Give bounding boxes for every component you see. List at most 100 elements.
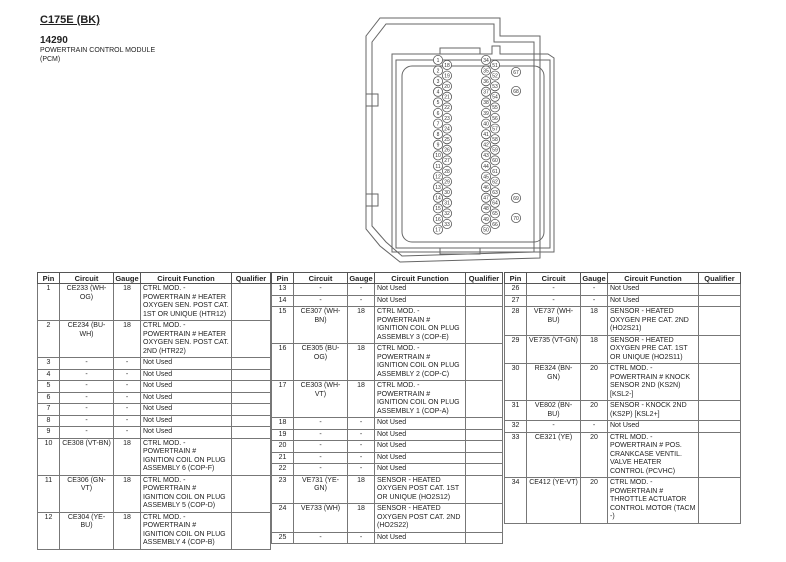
cell-circuit: CE304 (YE-BU) (59, 511, 114, 550)
cell-gauge: 18 (113, 511, 141, 550)
cell-circuit: CE412 (YE-VT) (526, 477, 581, 524)
cell-pin: 30 (504, 363, 527, 401)
pin-number: 39 (483, 111, 489, 117)
table-row: 26- - Not Used (504, 283, 741, 296)
cell-pin: 33 (504, 431, 527, 478)
pin-number: 2 (437, 68, 440, 74)
connector-face-diagram: 1819202122232425262728293031323312345678… (365, 17, 555, 263)
cell-qualifier (231, 414, 271, 427)
cell-pin: 21 (271, 451, 294, 464)
cell-gauge: - (113, 414, 141, 427)
cell-function: CTRL MOD. - POWERTRAIN # IGNITION COIL O… (374, 380, 466, 418)
pin-number: 62 (492, 179, 498, 185)
pin-number: 70 (513, 216, 519, 222)
pin-number: 37 (483, 90, 489, 96)
table-row: 22- - Not Used (271, 463, 503, 476)
cell-qualifier (231, 357, 271, 370)
pin-number: 23 (444, 116, 450, 122)
pin-cavity (481, 97, 492, 108)
pin-number: 41 (483, 132, 489, 138)
cell-function: Not Used (140, 391, 232, 404)
pin-cavity (442, 208, 453, 219)
cell-pin: 9 (37, 426, 60, 439)
table-row: 3- - Not Used (37, 357, 271, 370)
cell-gauge: - (347, 283, 375, 296)
cell-circuit: - (526, 294, 581, 307)
pin-number: 10 (435, 153, 441, 159)
pin-cavity (481, 171, 492, 182)
column-header: Pin (37, 272, 60, 284)
cell-qualifier (465, 283, 503, 296)
pinout-table-3: Pin Circuit Gauge Circuit Function Qualifier… (504, 272, 741, 524)
cell-function: SENSOR - HEATED OXYGEN PRE CAT. 1ST OR U… (607, 334, 699, 364)
pin-number: 20 (444, 84, 450, 90)
pin-number: 32 (444, 211, 450, 217)
pin-cavity (481, 65, 492, 76)
cell-qualifier (698, 306, 741, 336)
cell-qualifier (231, 403, 271, 416)
pin-number: 50 (483, 227, 489, 233)
pin-number: 30 (444, 190, 450, 196)
cell-gauge: 18 (113, 437, 141, 476)
table-row: 11 CE306 (GN-VT) 18 CTRL MOD. - POWERTRAIN … (37, 474, 271, 513)
pin-cavity (433, 55, 444, 66)
cell-circuit: - (59, 426, 114, 439)
cell-pin: 29 (504, 334, 527, 364)
pin-cavity (442, 123, 453, 134)
column-header: Gauge (113, 272, 141, 284)
column-header: Circuit (293, 272, 348, 284)
cell-function: CTRL MOD. - POWERTRAIN # THROTTLE ACTUAT… (607, 477, 699, 524)
pin-number: 53 (492, 84, 498, 90)
pin-number: 7 (437, 121, 440, 127)
cell-gauge: - (113, 357, 141, 370)
table-row: 33 CE321 (YE) 20 CTRL MOD. - POWERTRAIN # P… (504, 431, 741, 478)
cell-pin: 8 (37, 414, 60, 427)
cell-function: CTRL MOD. - POWERTRAIN # IGNITION COIL O… (140, 474, 232, 513)
pin-cavity (481, 139, 492, 150)
table-row: 21- - Not Used (271, 451, 503, 464)
cell-function: Not Used (374, 451, 466, 464)
pin-cavity (433, 213, 444, 224)
cell-function: Not Used (140, 368, 232, 381)
pin-cavity (442, 70, 453, 81)
cell-function: SENSOR - HEATED OXYGEN POST CAT. 1ST OR … (374, 474, 466, 504)
cell-function: CTRL MOD. - POWERTRAIN # IGNITION COIL O… (374, 306, 466, 344)
cell-qualifier (465, 440, 503, 453)
pin-number: 46 (483, 185, 489, 191)
cell-circuit: - (59, 391, 114, 404)
pin-cavity (433, 76, 444, 87)
cell-function: Not Used (140, 357, 232, 370)
pin-cavity (489, 176, 500, 187)
cell-gauge: - (113, 391, 141, 404)
table-row: 23 VE731 (YE-GN) 18 SENSOR - HEATED OXYGEN … (271, 474, 503, 504)
cell-gauge: 18 (347, 474, 375, 504)
cell-gauge: 18 (347, 343, 375, 381)
pin-cavity (481, 55, 492, 66)
pin-number: 5 (437, 100, 440, 106)
cell-circuit: CE234 (BU-WH) (59, 320, 114, 358)
pin-cavity (489, 81, 500, 92)
cell-gauge: - (347, 428, 375, 441)
pin-number: 22 (444, 105, 450, 111)
pin-cavity (442, 134, 453, 145)
cell-pin: 22 (271, 463, 294, 476)
cell-gauge: - (347, 440, 375, 453)
table-header-row: Pin Circuit Gauge Circuit Function Qualifier (504, 272, 741, 284)
column-header: Qualifier (698, 272, 741, 284)
cell-gauge: 20 (580, 477, 608, 524)
pin-cavity (442, 102, 453, 113)
table-row: 5- - Not Used (37, 380, 271, 393)
table-header-row: Pin Circuit Gauge Circuit Function Qualifier (37, 272, 271, 284)
cell-pin: 23 (271, 474, 294, 504)
cell-function: Not Used (140, 414, 232, 427)
cell-gauge: - (347, 531, 375, 544)
table-row: 24 VE733 (WH) 18 SENSOR - HEATED OXYGEN POS… (271, 503, 503, 533)
cell-qualifier (465, 380, 503, 418)
cell-pin: 13 (271, 283, 294, 296)
pin-number: 65 (492, 211, 498, 217)
pin-cavity (442, 81, 453, 92)
cell-gauge: - (113, 380, 141, 393)
pin-cavity (442, 91, 453, 102)
cell-gauge: 18 (113, 474, 141, 513)
cell-qualifier (231, 380, 271, 393)
